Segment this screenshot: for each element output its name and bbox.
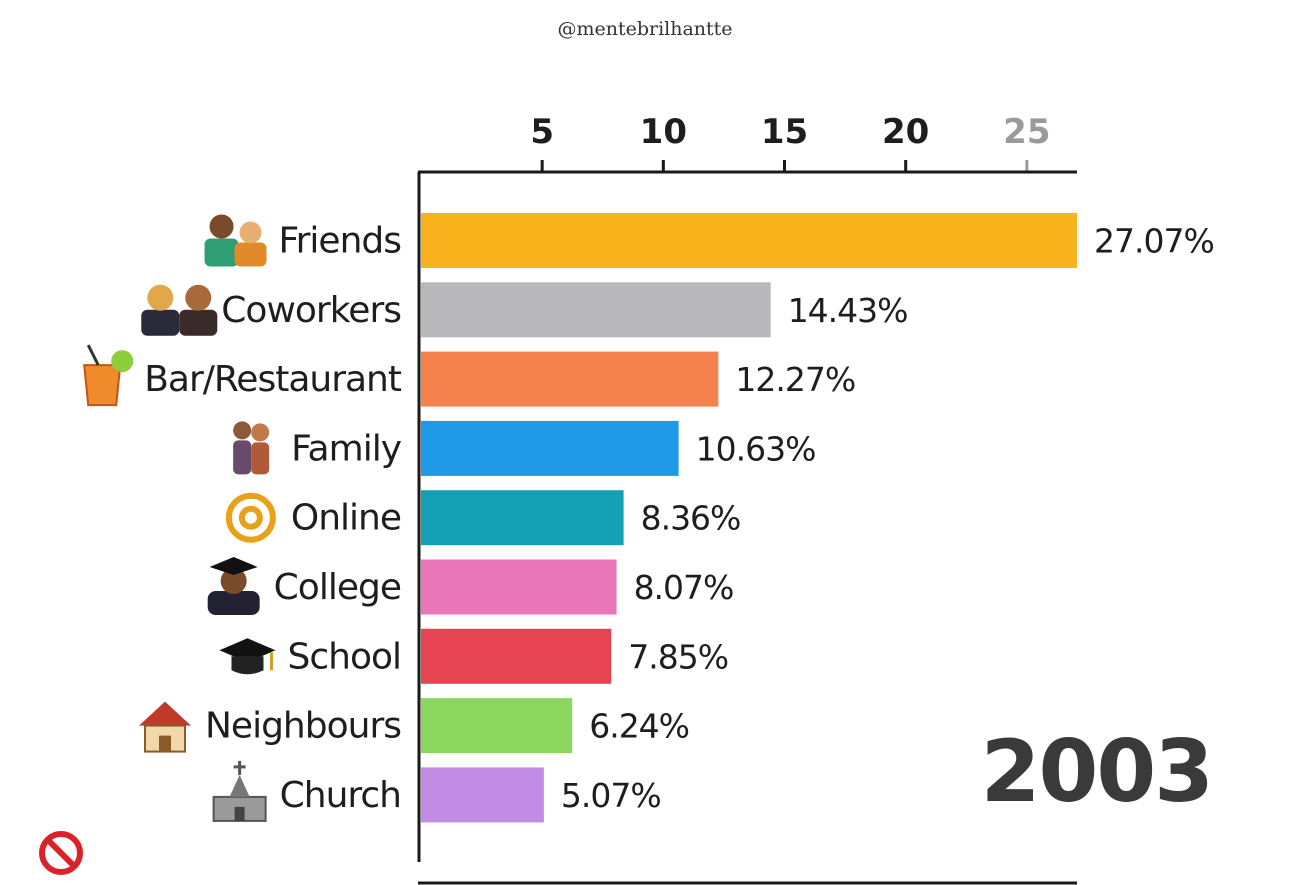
value-label: 8.07%	[634, 568, 734, 607]
coworkers-icon	[141, 284, 218, 336]
value-label: 5.07%	[561, 776, 661, 815]
value-label: 10.63%	[696, 429, 816, 468]
friends-icon	[204, 214, 267, 267]
value-label: 8.36%	[641, 499, 741, 538]
bars	[421, 213, 1077, 823]
graduate-icon	[207, 557, 260, 615]
bar	[421, 490, 624, 546]
bar	[421, 282, 771, 338]
category-label: Bar/Restaurant	[144, 359, 402, 400]
watermark: @mentebrilhantte	[557, 18, 733, 40]
value-labels: 27.07% 14.43% 12.27% 10.63% 8.36% 8.07% 7.85% 6…	[561, 222, 1215, 815]
bar	[421, 351, 719, 407]
axes	[417, 170, 1077, 885]
value-label: 7.85%	[628, 637, 728, 676]
family-icon	[233, 421, 270, 475]
value-label: 27.07%	[1094, 222, 1214, 261]
bar	[421, 559, 617, 615]
category-label: Coworkers	[221, 290, 401, 331]
x-tick-label: 20	[882, 112, 929, 152]
category-label: Online	[291, 498, 401, 539]
church-icon	[212, 760, 267, 822]
value-label: 6.24%	[589, 707, 689, 746]
bar	[421, 420, 679, 476]
category-label: Neighbours	[205, 706, 401, 747]
cocktail-icon	[83, 344, 134, 407]
year-label: 2003	[980, 722, 1214, 822]
x-tick-label: 25	[1003, 112, 1050, 152]
at-sign-icon	[225, 492, 276, 543]
x-axis-ticks: 5 10 15 20 25	[530, 112, 1051, 172]
category-label: Family	[291, 428, 402, 469]
category-icons	[83, 214, 276, 822]
x-tick-label: 15	[761, 112, 808, 152]
category-labels: Friends Coworkers Bar/Restaurant Family Onli…	[144, 221, 403, 816]
prohibited-icon	[39, 831, 83, 875]
bar	[421, 213, 1077, 268]
x-tick-label: 10	[640, 112, 687, 152]
house-icon	[139, 701, 191, 753]
x-tick-label: 5	[530, 112, 554, 152]
category-label: College	[274, 567, 401, 608]
bar	[421, 628, 612, 684]
category-label: Church	[280, 775, 401, 816]
category-label: School	[287, 636, 401, 677]
graduation-cap-icon	[219, 638, 276, 675]
category-label: Friends	[279, 221, 401, 262]
bar	[421, 698, 573, 754]
bar	[421, 767, 544, 823]
value-label: 12.27%	[735, 360, 855, 399]
value-label: 14.43%	[788, 291, 908, 330]
